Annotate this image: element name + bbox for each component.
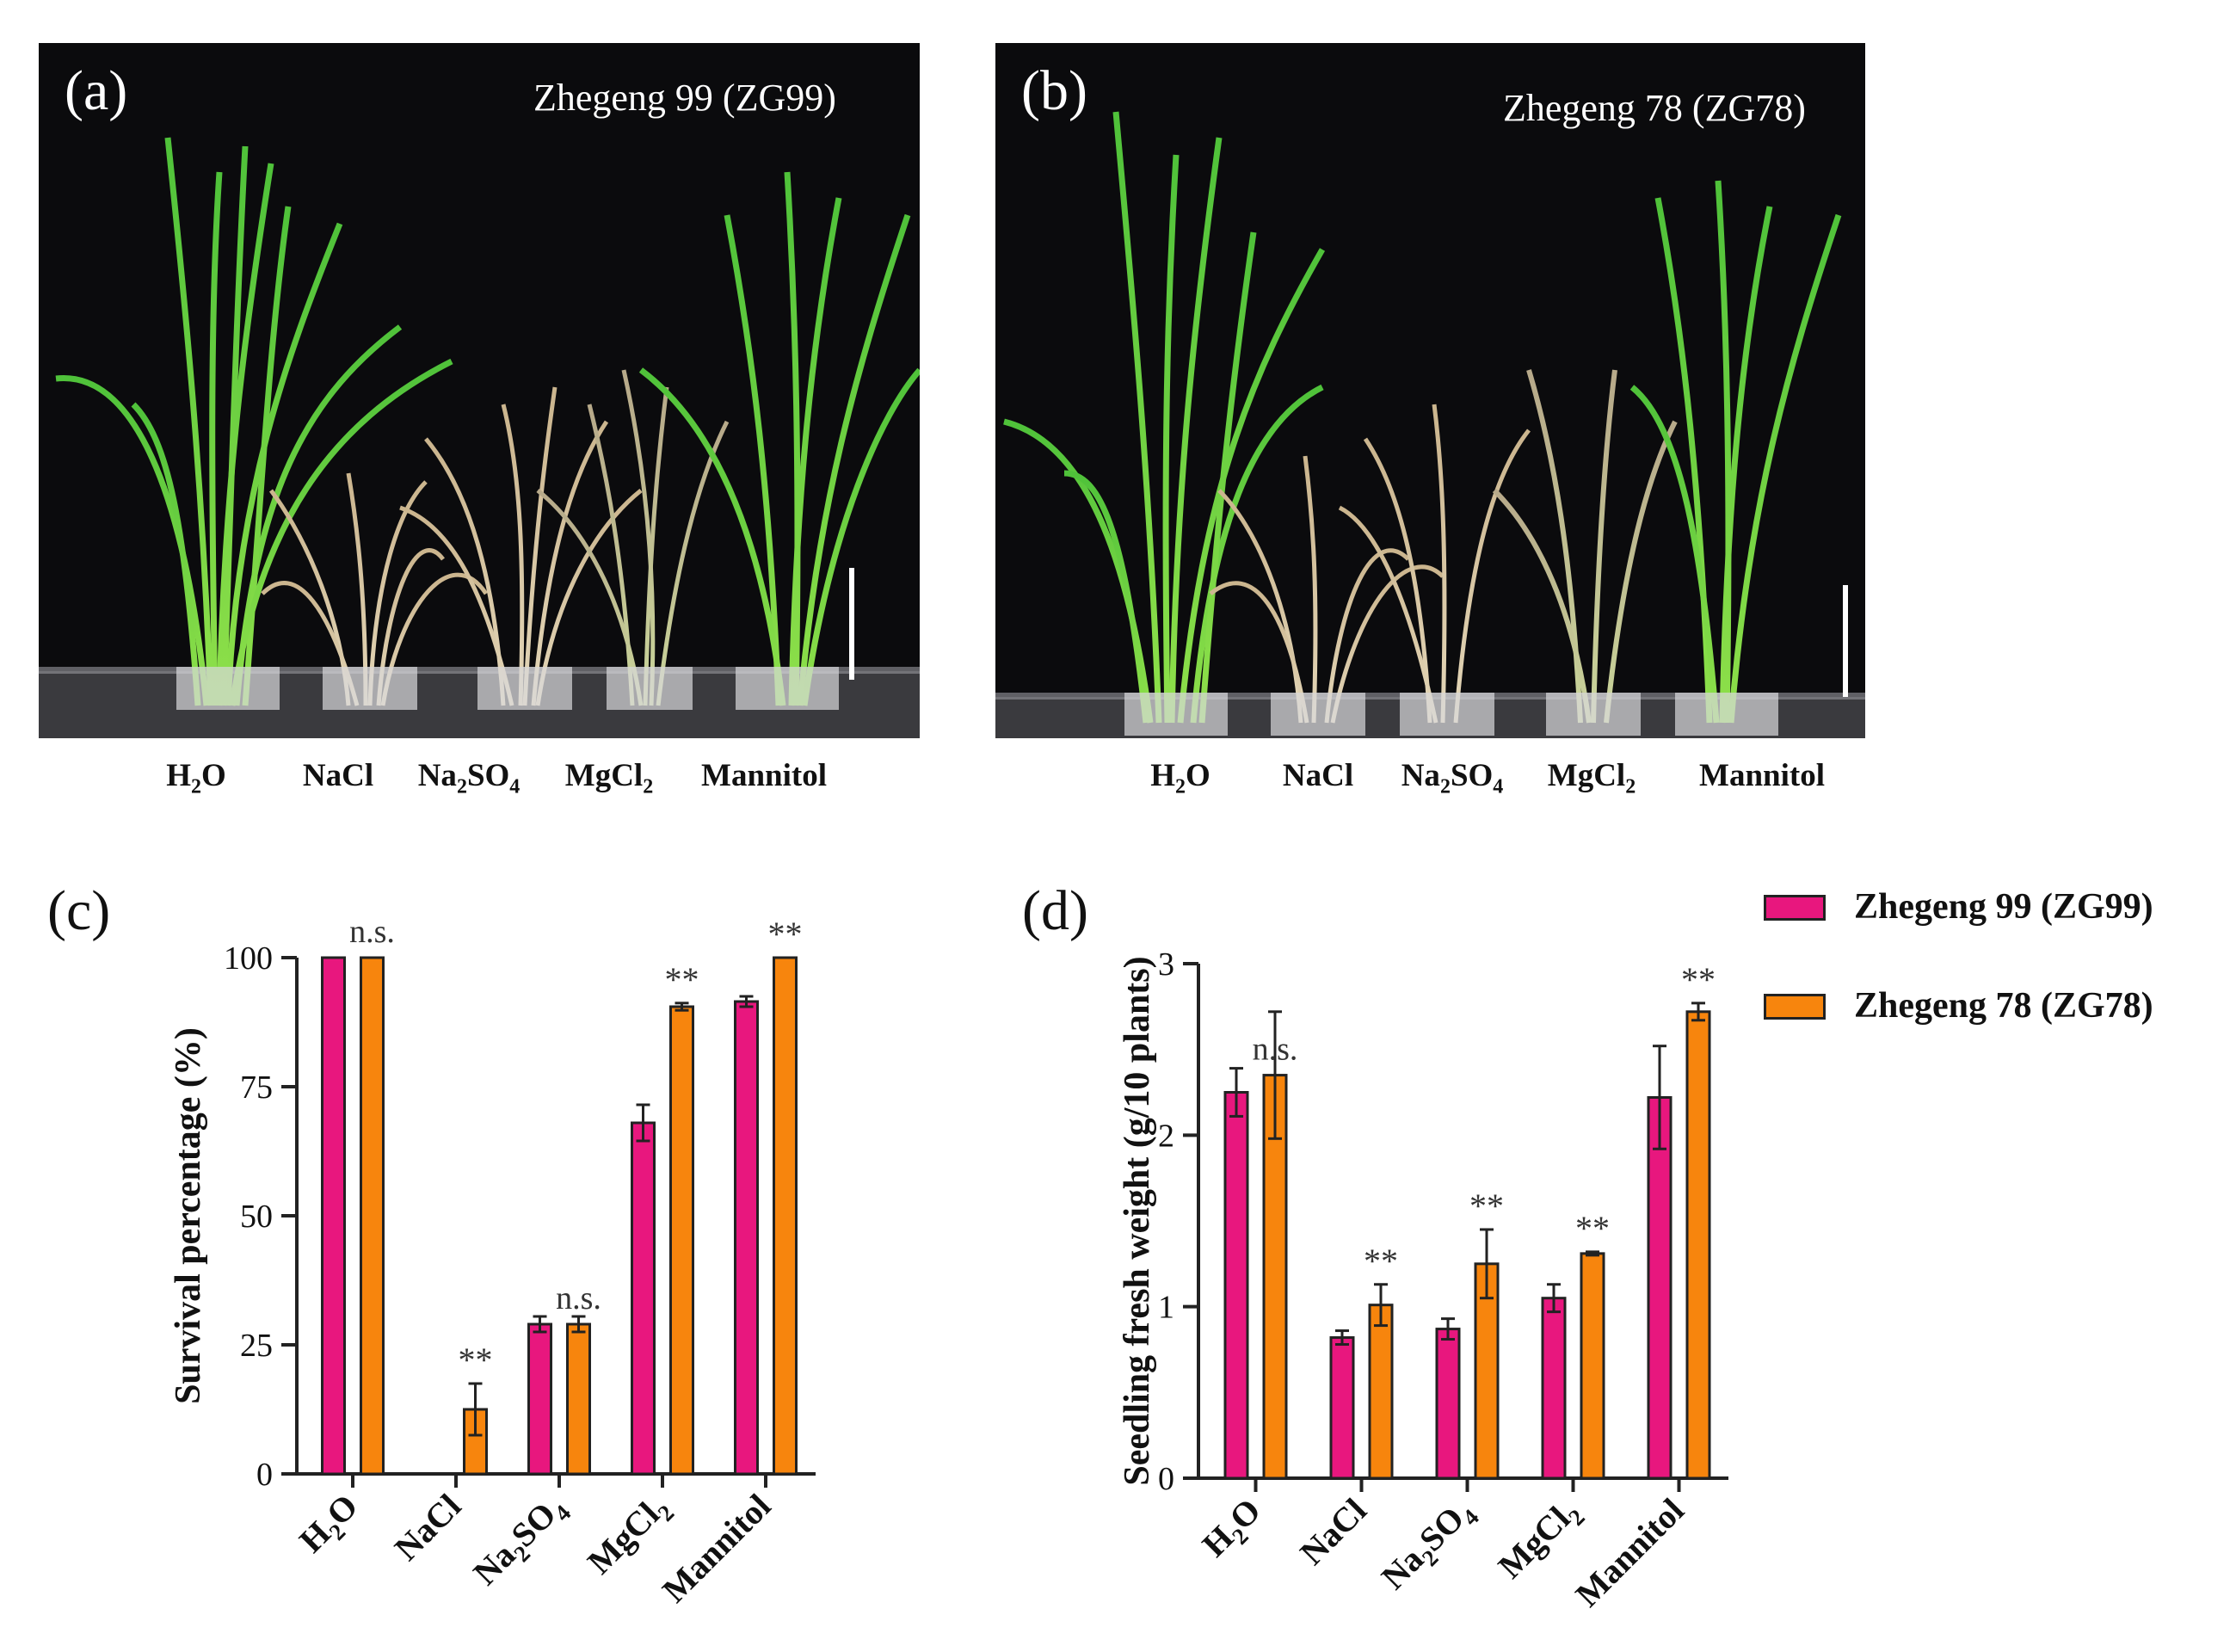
photo-a-label-h2o: H2O <box>166 758 226 798</box>
y-tick-label: 1 <box>1158 1290 1174 1326</box>
bar-zg99-4 <box>734 1000 759 1476</box>
photo-b-label-nacl: NaCl <box>1282 758 1354 793</box>
bar-zg78-2 <box>566 1322 591 1476</box>
panel-letter-b: (b) <box>1021 59 1087 122</box>
panel-letter-c: (c) <box>47 879 110 942</box>
y-tick-label: 100 <box>224 940 273 977</box>
plant-mgcl2 <box>1492 369 1678 724</box>
bar-zg99-4 <box>1647 1095 1672 1480</box>
x-tick-label: Na2SO4 <box>465 1487 576 1597</box>
photo-a-label-na2so4: Na2SO4 <box>417 758 521 798</box>
photo-panel-a: (a) Zhegeng 99 (ZG99) <box>39 43 920 738</box>
x-tick-label: Mannitol <box>655 1487 778 1610</box>
scale-bar <box>849 568 854 680</box>
y-tick-label: 50 <box>240 1199 273 1235</box>
y-axis-label: Survival percentage (%) <box>169 1027 208 1404</box>
y-tick-label: 75 <box>240 1069 273 1106</box>
y-tick-label: 0 <box>1158 1461 1174 1497</box>
bar-zg78-2 <box>1474 1262 1500 1480</box>
y-axis-label: Seedling fresh weight (g/10 plants) <box>1118 956 1157 1485</box>
photo-a-title: Zhegeng 99 (ZG99) <box>533 77 836 119</box>
x-tick-label: Na2SO4 <box>1374 1491 1484 1601</box>
photo-a-label-mannitol: Mannitol <box>701 758 827 793</box>
y-tick-label: 25 <box>240 1328 273 1364</box>
y-tick-label: 2 <box>1158 1118 1174 1154</box>
x-tick-label: H2O <box>292 1487 369 1564</box>
photo-a-label-nacl: NaCl <box>302 758 374 793</box>
x-tick-label: MgCl2 <box>580 1487 679 1586</box>
bar-zg99-3 <box>631 1121 656 1476</box>
photo-b-label-h2o: H2O <box>1150 758 1210 798</box>
plant-mannitol <box>638 171 920 706</box>
plant-na2so4 <box>399 386 643 706</box>
legend-swatch-zg78 <box>1764 994 1826 1020</box>
photo-b-label-mannitol: Mannitol <box>1699 758 1825 793</box>
bar-zg99-2 <box>1435 1328 1461 1480</box>
significance-label: n.s. <box>349 914 395 950</box>
photo-b-label-mgcl2: MgCl2 <box>1547 758 1636 798</box>
significance-label: ** <box>1681 960 1716 999</box>
significance-label: n.s. <box>1253 1032 1298 1068</box>
plant-nacl <box>1209 455 1445 724</box>
bar-zg78-4 <box>773 956 798 1476</box>
legend-label-zg78: Zhegeng 78 (ZG78) <box>1854 986 2153 1026</box>
x-tick-label: MgCl2 <box>1490 1491 1589 1590</box>
plant-na2so4 <box>1338 404 1531 724</box>
bar-zg99-2 <box>527 1322 552 1476</box>
panel-letter-d: (d) <box>1022 879 1088 942</box>
bar-zg78-1 <box>1368 1304 1394 1480</box>
y-tick-label: 3 <box>1158 946 1174 983</box>
bar-zg99-0 <box>321 956 346 1476</box>
plant-mannitol <box>1629 180 1842 724</box>
photo-b-illustration <box>995 111 1865 738</box>
plant-mgcl2 <box>536 369 730 706</box>
chart-c: 0 25 50 75 100 Survival percentage (%) n.s. H2O… <box>169 914 816 1610</box>
significance-label: ** <box>459 1341 493 1379</box>
photo-a-illustration <box>39 137 920 738</box>
x-tick-label: NaCl <box>1292 1491 1374 1573</box>
bar-zg99-0 <box>1223 1091 1249 1480</box>
x-tick-label: Mannitol <box>1568 1491 1691 1614</box>
legend-label-zg99: Zhegeng 99 (ZG99) <box>1854 887 2153 927</box>
legend-swatch-zg99 <box>1764 895 1826 921</box>
significance-label: ** <box>1469 1187 1504 1225</box>
significance-label: n.s. <box>556 1280 601 1316</box>
bar-zg78-3 <box>669 1005 694 1476</box>
x-tick-label: H2O <box>1194 1491 1272 1569</box>
plant-h2o <box>55 137 453 706</box>
panel-letter-a: (a) <box>65 59 128 122</box>
bar-zg78-4 <box>1685 1010 1711 1480</box>
significance-label: ** <box>1575 1209 1610 1248</box>
photo-panel-b: (b) Zhegeng 78 (ZG78) <box>995 43 1865 738</box>
significance-label: ** <box>665 960 699 999</box>
scale-bar <box>1843 585 1848 697</box>
photo-b-label-na2so4: Na2SO4 <box>1401 758 1504 798</box>
significance-label: ** <box>1364 1242 1398 1280</box>
x-tick-label: NaCl <box>387 1487 469 1569</box>
plant-h2o <box>1003 111 1326 724</box>
bar-zg99-3 <box>1541 1297 1567 1480</box>
y-tick-label: 0 <box>256 1457 273 1493</box>
bar-zg99-1 <box>1329 1336 1355 1480</box>
significance-label: ** <box>768 915 803 953</box>
photo-b-title: Zhegeng 78 (ZG78) <box>1503 87 1806 129</box>
photo-a-label-mgcl2: MgCl2 <box>564 758 654 798</box>
bar-zg78-3 <box>1580 1252 1605 1480</box>
bar-zg78-0 <box>360 956 385 1476</box>
